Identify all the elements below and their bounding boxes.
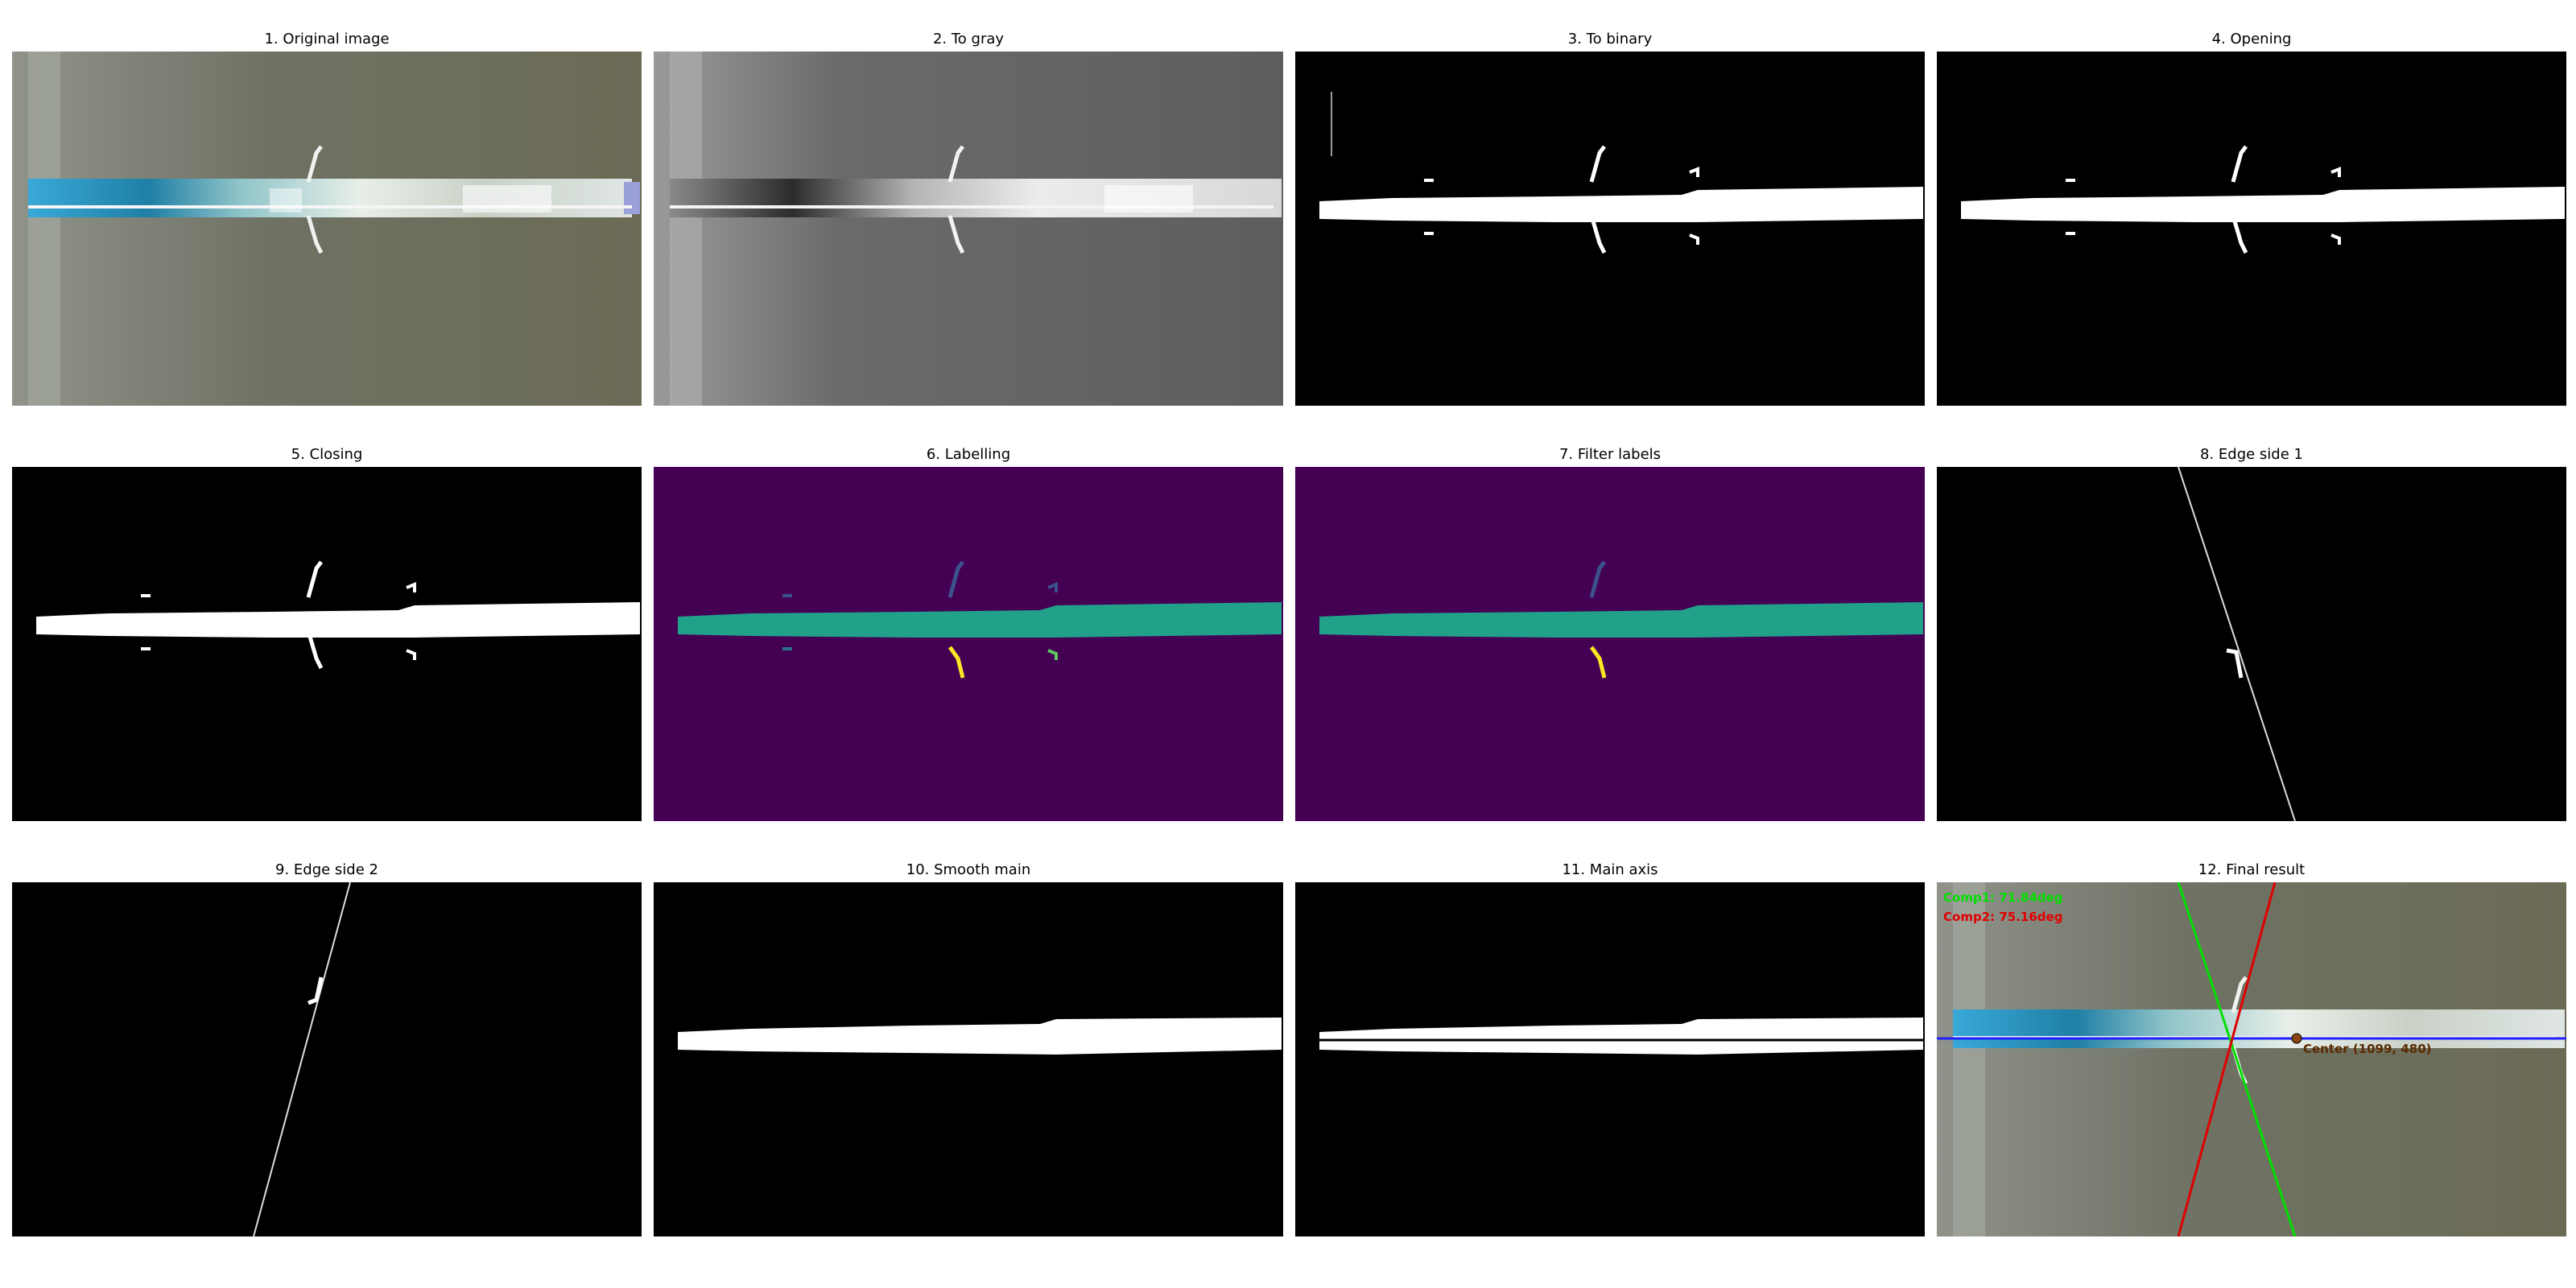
opening-image [1937, 52, 2566, 406]
binary-image [1295, 52, 1925, 406]
smooth-main-image [654, 882, 1283, 1236]
comp1-label: Comp1: 71.84deg [1943, 890, 2062, 905]
panel-title: 2. To gray [932, 31, 1005, 47]
panel-title: 6. Labelling [926, 446, 1011, 463]
panel-closing: 5. Closing [12, 446, 642, 821]
edge-side-2-image [12, 882, 642, 1236]
labelling-image [654, 467, 1283, 821]
final-result-image: Comp1: 71.84deg Comp2: 75.16deg Center (… [1937, 882, 2566, 1236]
panel-to-gray: 2. To gray [654, 31, 1283, 406]
panel-title: 7. Filter labels [1558, 446, 1662, 463]
panel-labelling: 6. Labelling [654, 446, 1283, 821]
gray-image [654, 52, 1283, 406]
panel-edge-side-2: 9. Edge side 2 [12, 861, 642, 1236]
panel-final-result: 12. Final result Comp1: 71.84deg Comp2 [1937, 861, 2566, 1236]
panel-to-binary: 3. To binary [1295, 31, 1925, 406]
comp1-line [2177, 882, 2297, 1236]
original-image [12, 52, 642, 406]
main-axis-image [1295, 882, 1925, 1236]
panel-filter-labels: 7. Filter labels [1295, 446, 1925, 821]
panel-title: 5. Closing [291, 446, 363, 463]
panel-title: 8. Edge side 1 [2200, 446, 2303, 463]
closing-image [12, 467, 642, 821]
comp2-label: Comp2: 75.16deg [1943, 910, 2062, 924]
filter-labels-image [1295, 467, 1925, 821]
panel-title: 9. Edge side 2 [275, 861, 378, 878]
panel-opening: 4. Opening [1937, 31, 2566, 406]
panel-original-image: 1. Original image [12, 31, 642, 406]
panel-title: 3. To binary [1567, 31, 1653, 47]
panel-title: 1. Original image [264, 31, 390, 47]
panel-title: 12. Final result [2198, 861, 2306, 878]
center-point [2291, 1033, 2302, 1044]
panel-title: 11. Main axis [1562, 861, 1658, 878]
panel-title: 4. Opening [2211, 31, 2292, 47]
panel-smooth-main: 10. Smooth main [654, 861, 1283, 1236]
panel-main-axis: 11. Main axis [1295, 861, 1925, 1236]
center-label: Center (1099, 480) [2303, 1042, 2432, 1056]
comp2-line [2177, 882, 2277, 1236]
panel-title: 10. Smooth main [906, 861, 1031, 878]
edge-side-1-image [1937, 467, 2566, 821]
panel-edge-side-1: 8. Edge side 1 [1937, 446, 2566, 821]
